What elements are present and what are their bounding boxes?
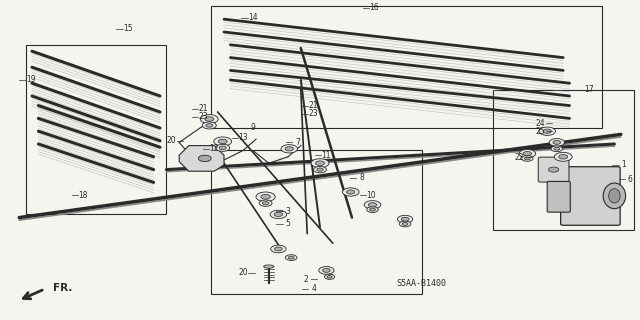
Text: 7: 7 xyxy=(295,138,300,147)
Circle shape xyxy=(397,215,413,223)
Circle shape xyxy=(519,149,536,158)
Circle shape xyxy=(347,190,355,194)
Circle shape xyxy=(399,221,411,227)
Text: 21: 21 xyxy=(199,104,208,113)
Circle shape xyxy=(554,147,559,150)
Text: 3: 3 xyxy=(285,207,291,216)
Text: 19: 19 xyxy=(26,76,36,84)
Text: 12: 12 xyxy=(210,144,219,153)
Circle shape xyxy=(525,157,530,160)
Circle shape xyxy=(549,139,564,146)
Text: 9: 9 xyxy=(250,124,255,132)
Text: 1: 1 xyxy=(621,160,627,169)
FancyBboxPatch shape xyxy=(538,157,569,182)
Text: 2: 2 xyxy=(303,275,308,284)
Text: 6: 6 xyxy=(628,175,633,184)
Circle shape xyxy=(553,140,561,144)
Text: 24: 24 xyxy=(536,119,546,128)
Text: 4: 4 xyxy=(311,284,316,293)
Circle shape xyxy=(270,210,287,219)
Circle shape xyxy=(202,122,216,129)
Text: 5: 5 xyxy=(285,220,291,228)
Text: 11: 11 xyxy=(322,151,331,160)
Ellipse shape xyxy=(264,265,274,268)
Circle shape xyxy=(216,144,230,151)
Ellipse shape xyxy=(603,183,626,209)
Circle shape xyxy=(285,147,294,151)
Text: 16: 16 xyxy=(369,4,380,12)
Circle shape xyxy=(317,168,323,171)
Circle shape xyxy=(342,188,359,196)
Text: 25: 25 xyxy=(536,127,546,136)
Circle shape xyxy=(323,268,330,272)
Text: 8: 8 xyxy=(359,173,364,182)
Ellipse shape xyxy=(609,188,620,203)
Circle shape xyxy=(259,200,272,206)
Text: 17: 17 xyxy=(584,85,594,94)
Circle shape xyxy=(198,155,211,162)
Circle shape xyxy=(285,255,297,260)
Circle shape xyxy=(219,146,227,149)
Circle shape xyxy=(543,129,552,133)
Circle shape xyxy=(218,139,227,144)
Circle shape xyxy=(524,151,531,156)
Text: 22: 22 xyxy=(515,153,524,162)
Circle shape xyxy=(403,223,408,225)
Circle shape xyxy=(205,117,214,121)
Circle shape xyxy=(554,152,572,161)
Text: 13: 13 xyxy=(238,133,248,142)
Circle shape xyxy=(214,137,232,146)
Circle shape xyxy=(261,194,270,199)
Circle shape xyxy=(319,267,334,274)
Circle shape xyxy=(324,274,335,279)
FancyBboxPatch shape xyxy=(547,181,570,212)
Circle shape xyxy=(274,212,283,216)
Circle shape xyxy=(522,156,533,161)
Circle shape xyxy=(281,145,298,153)
Circle shape xyxy=(275,247,282,251)
Circle shape xyxy=(551,146,563,152)
Text: 14: 14 xyxy=(248,13,258,22)
Circle shape xyxy=(206,124,212,127)
Circle shape xyxy=(256,192,275,202)
Circle shape xyxy=(288,256,294,259)
Circle shape xyxy=(539,127,556,135)
Circle shape xyxy=(370,208,375,211)
Circle shape xyxy=(548,167,559,172)
Circle shape xyxy=(401,217,409,221)
Circle shape xyxy=(559,155,568,159)
Text: 21: 21 xyxy=(309,101,318,110)
Text: 18: 18 xyxy=(79,191,88,200)
Bar xyxy=(493,90,634,230)
Bar xyxy=(26,45,166,214)
Circle shape xyxy=(271,245,286,253)
FancyBboxPatch shape xyxy=(561,167,620,225)
Bar xyxy=(211,150,422,294)
Polygon shape xyxy=(179,146,224,171)
Text: 15: 15 xyxy=(123,24,133,33)
Circle shape xyxy=(314,166,326,173)
Bar xyxy=(211,6,602,128)
Circle shape xyxy=(200,115,218,124)
Circle shape xyxy=(368,203,376,207)
Text: 23: 23 xyxy=(308,109,319,118)
Circle shape xyxy=(367,207,378,212)
Text: 20: 20 xyxy=(166,136,177,145)
Circle shape xyxy=(327,276,332,278)
Text: 23: 23 xyxy=(198,112,209,121)
Circle shape xyxy=(316,161,324,165)
Circle shape xyxy=(311,159,329,168)
Text: FR.: FR. xyxy=(53,283,72,293)
Text: 20: 20 xyxy=(238,268,248,277)
Text: 10: 10 xyxy=(366,191,376,200)
Circle shape xyxy=(262,202,269,205)
Text: S5AA-B1400: S5AA-B1400 xyxy=(396,279,446,288)
Circle shape xyxy=(364,201,381,209)
